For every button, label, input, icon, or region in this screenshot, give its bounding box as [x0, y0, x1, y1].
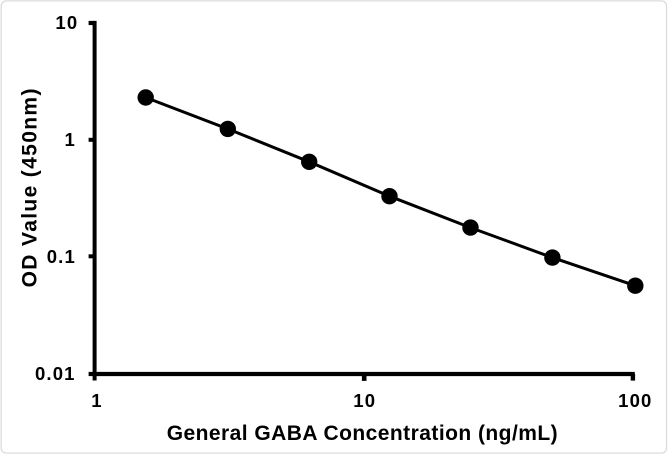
svg-text:1: 1 — [91, 390, 102, 411]
svg-text:10: 10 — [353, 390, 376, 411]
svg-text:0.1: 0.1 — [47, 246, 76, 267]
svg-text:10: 10 — [55, 12, 78, 33]
svg-text:100: 100 — [618, 390, 652, 411]
svg-text:1: 1 — [65, 129, 76, 150]
svg-text:OD Value (450nm): OD Value (450nm) — [18, 87, 41, 287]
svg-text:0.01: 0.01 — [35, 363, 76, 384]
svg-text:General GABA Concentration (ng: General GABA Concentration (ng/mL) — [167, 422, 558, 445]
